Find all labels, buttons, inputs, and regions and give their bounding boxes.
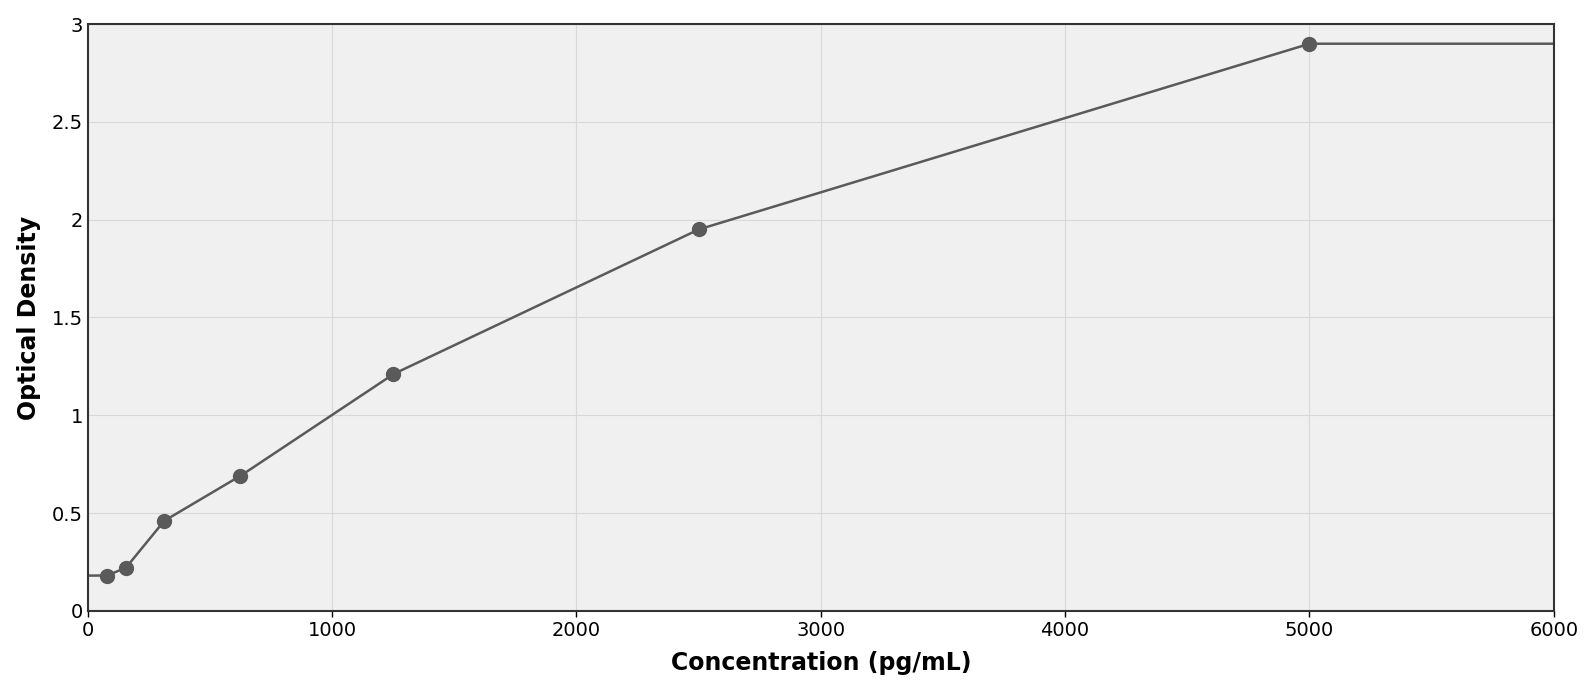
Point bbox=[113, 562, 139, 573]
Point bbox=[381, 369, 407, 380]
Point bbox=[152, 516, 177, 527]
Point bbox=[686, 224, 711, 235]
X-axis label: Concentration (pg/mL): Concentration (pg/mL) bbox=[670, 651, 971, 675]
Point bbox=[228, 471, 254, 482]
Y-axis label: Optical Density: Optical Density bbox=[16, 215, 40, 419]
Point bbox=[1297, 38, 1322, 49]
Point bbox=[94, 570, 120, 581]
